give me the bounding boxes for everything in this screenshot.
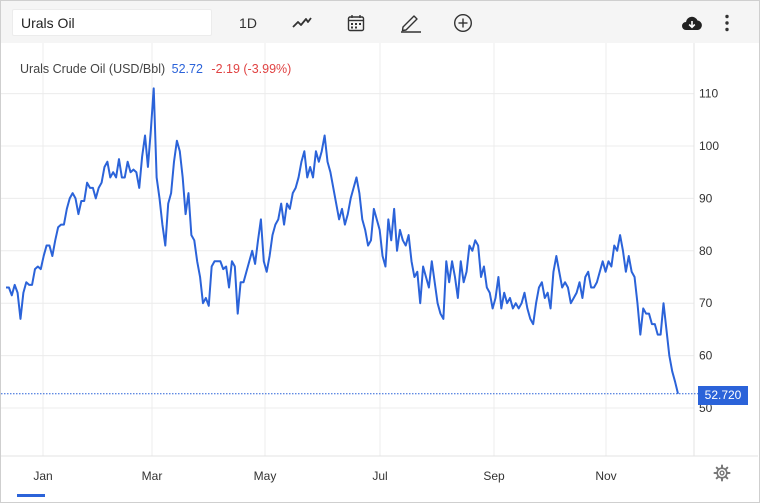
line-chart-icon[interactable] (288, 9, 316, 37)
pencil-icon[interactable] (397, 9, 425, 37)
y-tick-label: 100 (699, 139, 719, 153)
chart-legend: Urals Crude Oil (USD/Bbl) 52.72 -2.19 (-… (20, 62, 291, 76)
y-tick-label: 80 (699, 244, 713, 258)
x-tick-label: Mar (142, 469, 163, 483)
gear-icon[interactable] (713, 464, 731, 482)
x-tick-label: May (254, 469, 277, 483)
y-tick-label: 70 (699, 296, 713, 310)
legend-price: 52.72 (171, 62, 203, 76)
legend-symbol-name: Urals Crude Oil (USD/Bbl) (20, 62, 166, 76)
symbol-search-input[interactable]: Urals Oil (12, 9, 212, 36)
series-line (6, 87, 679, 394)
x-tick-label: Nov (595, 469, 616, 483)
last-price-label: 52.720 (698, 386, 748, 405)
interval-button[interactable]: 1D (239, 15, 257, 31)
y-tick-label: 90 (699, 191, 713, 205)
y-tick-label: 110 (699, 87, 718, 101)
legend-change: -2.19 (-3.99%) (211, 62, 292, 76)
x-tick-label: Jul (372, 469, 387, 483)
x-tick-label: Jan (33, 469, 52, 483)
add-indicator-icon[interactable] (449, 9, 477, 37)
download-icon[interactable] (678, 9, 706, 37)
y-tick-label: 60 (699, 349, 713, 363)
x-tick-label: Sep (483, 469, 505, 483)
calendar-icon[interactable] (342, 9, 370, 37)
more-vertical-icon[interactable] (717, 9, 737, 37)
chart-toolbar: Urals Oil 1D (1, 1, 759, 43)
timeline-scroll-indicator[interactable] (17, 494, 45, 497)
